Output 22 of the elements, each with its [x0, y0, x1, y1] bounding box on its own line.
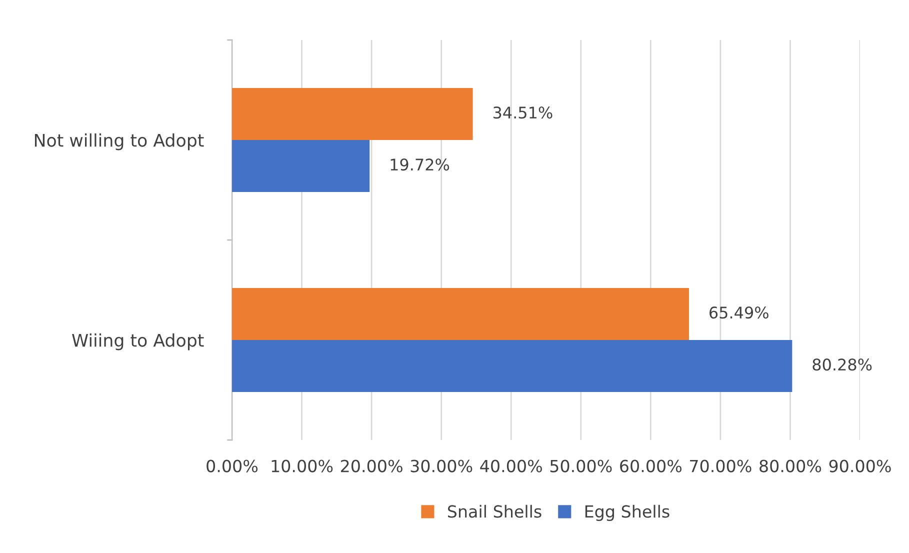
- x-tick-label: 10.00%: [272, 460, 333, 472]
- x-tick-label: 0.00%: [206, 460, 258, 472]
- x-tick-label: 40.00%: [480, 460, 542, 472]
- bar: [232, 288, 689, 340]
- data-label: 19.72%: [390, 158, 450, 171]
- data-label: 34.51%: [493, 106, 552, 119]
- x-tick-label: 20.00%: [341, 460, 402, 472]
- x-tick-label: 90.00%: [829, 460, 891, 472]
- x-tick-label: 60.00%: [620, 460, 682, 472]
- x-tick-label: 80.00%: [760, 460, 822, 472]
- bar: [232, 140, 370, 192]
- x-tick-label: 70.00%: [690, 460, 752, 472]
- y-tick-label: Wiiing to Adopt: [72, 333, 204, 350]
- bar: [232, 88, 473, 140]
- legend-label: Snail Shells: [448, 504, 542, 518]
- y-tick-label: Not willing to Adopt: [34, 133, 204, 150]
- x-tick-label: 30.00%: [410, 460, 472, 472]
- x-tick-label: 50.00%: [550, 460, 612, 472]
- legend-label: Egg Shells: [585, 504, 670, 521]
- data-label: 65.49%: [710, 306, 768, 319]
- data-label: 80.28%: [812, 358, 872, 371]
- bar: [232, 340, 792, 392]
